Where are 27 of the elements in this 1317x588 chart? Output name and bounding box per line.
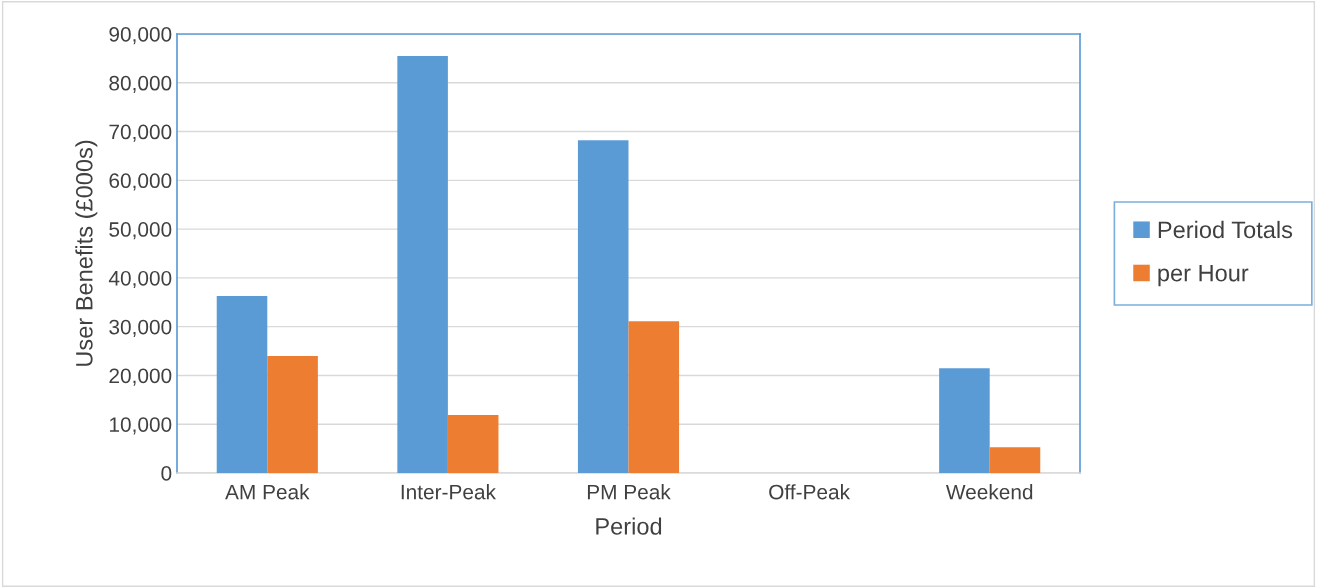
y-tick-label: 20,000 <box>109 368 172 386</box>
y-axis-title: User Benefits (£000s) <box>75 140 98 366</box>
x-tick-label: Weekend <box>945 484 1033 500</box>
x-tick-label: PM Peak <box>587 484 671 500</box>
y-tick-label: 10,000 <box>110 417 172 435</box>
bar <box>397 55 448 473</box>
bar <box>628 321 680 473</box>
legend-label: Period Totals <box>1158 220 1293 239</box>
bar <box>577 140 629 473</box>
x-tick-label: Off-Peak <box>769 484 851 500</box>
y-tick-label: 0 <box>161 466 172 481</box>
y-tick-label: 40,000 <box>108 270 172 289</box>
bar <box>989 447 1041 473</box>
bar <box>216 295 268 473</box>
y-tick-label: 70,000 <box>109 124 172 142</box>
legend-label: per Hour <box>1158 264 1249 287</box>
x-tick-label: Inter-Peak <box>401 484 496 500</box>
x-axis-title: Period <box>596 517 662 535</box>
y-tick-label: 50,000 <box>109 222 172 240</box>
bar <box>267 355 318 473</box>
x-tick-label: AM Peak <box>225 484 310 500</box>
y-tick-label: 90,000 <box>109 27 172 45</box>
y-tick-label: 60,000 <box>109 173 172 191</box>
bar <box>939 368 990 473</box>
bar <box>447 414 499 473</box>
y-tick-label: 80,000 <box>109 75 172 93</box>
y-tick-label: 30,000 <box>109 319 172 337</box>
